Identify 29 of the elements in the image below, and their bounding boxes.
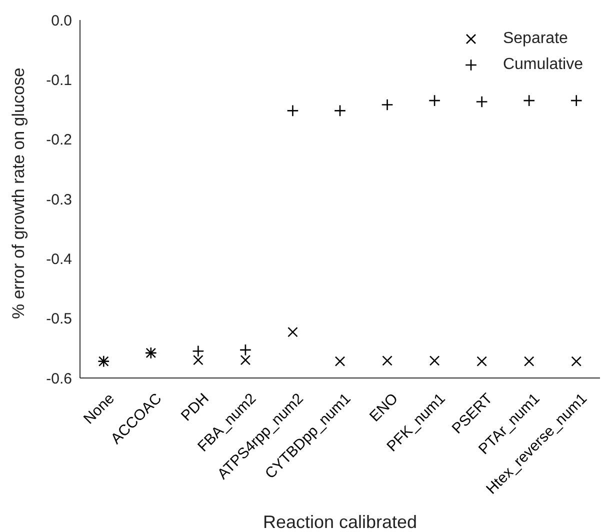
point xyxy=(476,356,487,366)
point xyxy=(288,326,298,338)
point xyxy=(571,356,582,366)
x-axis-title: Reaction calibrated xyxy=(262,512,418,532)
point xyxy=(193,354,204,366)
point xyxy=(382,356,392,366)
point xyxy=(192,345,204,358)
point xyxy=(476,96,488,108)
point xyxy=(428,94,441,107)
legend-label: Cumulative xyxy=(502,55,583,75)
y-tick-label: -0.4 xyxy=(46,250,72,268)
point xyxy=(381,98,394,111)
legend-label: Separate xyxy=(502,29,568,49)
y-axis-title: % error of growth rate on glucose xyxy=(9,68,28,319)
point xyxy=(570,94,582,107)
y-tick-label: 0.0 xyxy=(51,12,72,30)
y-tick-label: -0.3 xyxy=(46,191,72,208)
y-tick-label: -0.5 xyxy=(46,310,72,328)
point xyxy=(286,104,299,117)
point xyxy=(523,94,536,107)
point xyxy=(524,356,534,366)
y-tick-label: -0.6 xyxy=(46,370,72,388)
y-tick-label: -0.2 xyxy=(46,132,72,149)
point xyxy=(429,356,440,366)
point xyxy=(334,104,346,117)
point xyxy=(334,356,346,366)
point xyxy=(239,344,252,356)
y-tick-label: -0.1 xyxy=(46,72,72,89)
point xyxy=(240,354,251,366)
